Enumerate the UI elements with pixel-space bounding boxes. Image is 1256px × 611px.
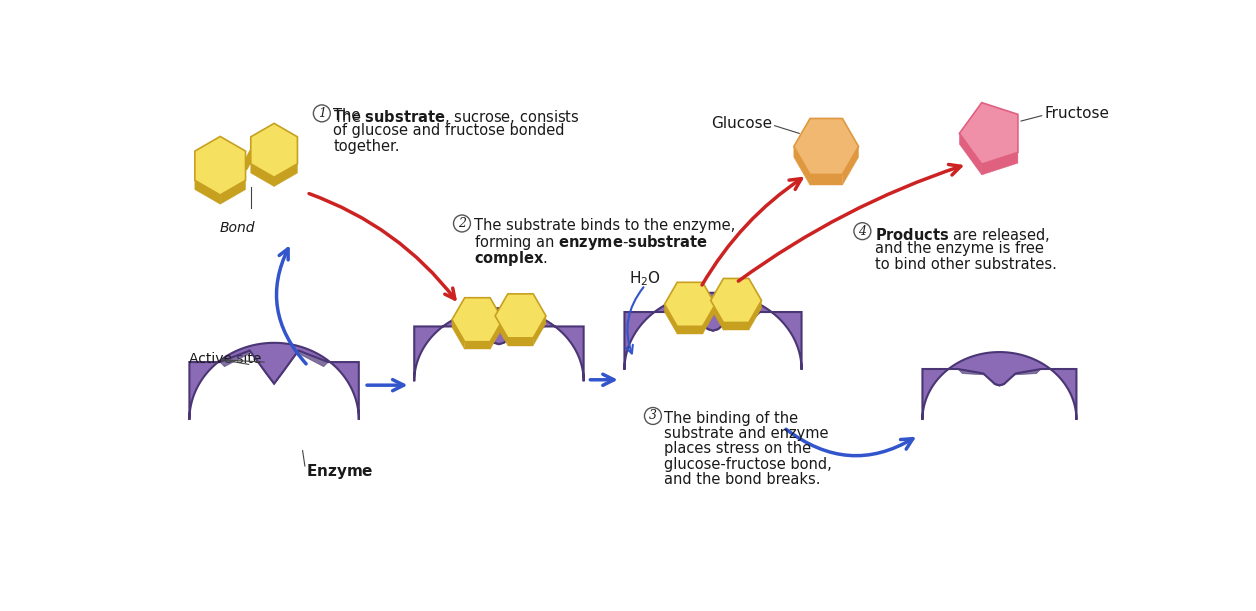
Text: $\bf{Enzyme}$: $\bf{Enzyme}$ — [306, 462, 374, 481]
Polygon shape — [749, 301, 761, 330]
Polygon shape — [534, 316, 546, 346]
Polygon shape — [495, 316, 507, 346]
Polygon shape — [664, 304, 677, 334]
Text: 4: 4 — [858, 225, 867, 238]
Circle shape — [854, 222, 870, 240]
Text: The: The — [333, 108, 365, 123]
Polygon shape — [664, 282, 716, 326]
Polygon shape — [794, 119, 859, 175]
Polygon shape — [960, 133, 982, 175]
Text: glucose-fructose bond,: glucose-fructose bond, — [664, 457, 833, 472]
Polygon shape — [810, 175, 843, 185]
Polygon shape — [414, 308, 584, 381]
Polygon shape — [195, 180, 220, 204]
Polygon shape — [702, 304, 716, 334]
Polygon shape — [190, 343, 359, 420]
Polygon shape — [220, 180, 245, 204]
Text: 2: 2 — [458, 217, 466, 230]
Polygon shape — [711, 301, 723, 330]
Text: 3: 3 — [649, 409, 657, 422]
Text: and the enzyme is free: and the enzyme is free — [874, 241, 1044, 256]
Text: 1: 1 — [318, 107, 325, 120]
Polygon shape — [452, 320, 465, 349]
Text: H$_2$O: H$_2$O — [629, 269, 661, 288]
Text: to bind other substrates.: to bind other substrates. — [874, 257, 1056, 271]
Polygon shape — [465, 342, 490, 349]
Circle shape — [644, 408, 662, 425]
Polygon shape — [960, 103, 1017, 164]
Text: together.: together. — [333, 139, 399, 154]
Polygon shape — [495, 294, 546, 338]
Text: $\bf{complex}$.: $\bf{complex}$. — [475, 249, 548, 268]
Circle shape — [453, 215, 471, 232]
Polygon shape — [982, 152, 1017, 175]
Polygon shape — [251, 123, 298, 177]
Polygon shape — [723, 323, 749, 330]
Polygon shape — [452, 298, 502, 342]
Text: Bond: Bond — [220, 221, 255, 235]
Polygon shape — [453, 326, 545, 345]
Text: of glucose and fructose bonded: of glucose and fructose bonded — [333, 123, 565, 138]
Text: Fructose: Fructose — [1044, 106, 1109, 121]
Polygon shape — [507, 338, 534, 346]
Polygon shape — [677, 326, 702, 334]
Polygon shape — [220, 351, 328, 384]
Circle shape — [313, 105, 330, 122]
Text: Active site: Active site — [190, 352, 261, 366]
Text: The binding of the: The binding of the — [664, 411, 799, 426]
Text: $\bf{Products}$ are released,: $\bf{Products}$ are released, — [874, 226, 1049, 244]
Text: The substrate binds to the enzyme,: The substrate binds to the enzyme, — [475, 218, 736, 233]
Polygon shape — [922, 352, 1076, 420]
Text: places stress on the: places stress on the — [664, 441, 811, 456]
Polygon shape — [195, 136, 245, 195]
Polygon shape — [490, 320, 502, 349]
Polygon shape — [711, 279, 761, 323]
Polygon shape — [624, 293, 801, 370]
Polygon shape — [274, 164, 298, 186]
Polygon shape — [251, 164, 274, 186]
Text: The $\bf{substrate}$, sucrose, consists: The $\bf{substrate}$, sucrose, consists — [333, 108, 580, 126]
Text: substrate and enzyme: substrate and enzyme — [664, 426, 829, 441]
Polygon shape — [794, 147, 810, 185]
Text: forming an $\bf{enzyme}$-$\bf{substrate}$: forming an $\bf{enzyme}$-$\bf{substrate}… — [475, 233, 708, 252]
Text: and the bond breaks.: and the bond breaks. — [664, 472, 821, 487]
Polygon shape — [843, 147, 859, 185]
Polygon shape — [666, 312, 761, 331]
Polygon shape — [958, 369, 1041, 386]
Text: Glucose: Glucose — [711, 116, 772, 131]
